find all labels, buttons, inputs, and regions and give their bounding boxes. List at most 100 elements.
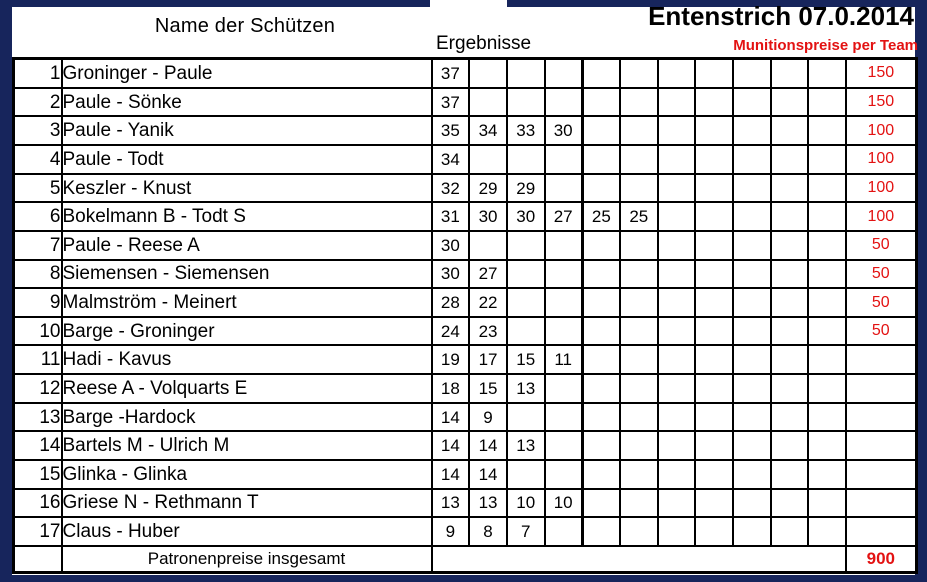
name-cell: Claus - Huber (60, 516, 433, 547)
score-cell: 35 (430, 115, 471, 147)
score-cell (694, 487, 734, 519)
score-cell: 22 (468, 287, 508, 318)
score-cell (505, 144, 546, 175)
score-cell (543, 315, 584, 347)
score-cell (807, 373, 848, 404)
score-cell (807, 57, 848, 89)
score-cell: 33 (505, 115, 546, 147)
score-cell (769, 487, 810, 519)
score-cell (468, 86, 508, 118)
score-cell (732, 344, 772, 376)
score-cell (581, 315, 621, 347)
score-cell (769, 201, 810, 232)
frame-left-bar (0, 0, 12, 582)
score-cell (656, 401, 697, 433)
score-cell (694, 401, 734, 433)
score-cell (543, 258, 584, 290)
score-cell (468, 57, 508, 89)
results-table: 1 Groninger - Paule 37 150 2 Paule - Sönke 37 1… (12, 57, 918, 574)
score-cell: 31 (430, 201, 471, 232)
score-cell (732, 487, 772, 519)
score-cell (618, 86, 659, 118)
name-cell: Keszler - Knust (60, 172, 433, 204)
score-cell (694, 458, 734, 490)
table-row: 8 Siemensen - Siemensen 30 27 50 (12, 258, 918, 290)
score-cell (732, 430, 772, 461)
score-cell (732, 258, 772, 290)
score-cell (543, 430, 584, 461)
score-cell (581, 57, 621, 89)
price-cell (845, 487, 918, 519)
name-cell: Siemensen - Siemensen (60, 258, 433, 290)
score-cell (769, 115, 810, 147)
score-cell: 29 (468, 172, 508, 204)
score-cell (618, 258, 659, 290)
score-cell: 13 (468, 487, 508, 519)
score-cell (769, 315, 810, 347)
score-cell (505, 229, 546, 261)
rank-cell: 10 (12, 315, 63, 347)
score-cell (656, 315, 697, 347)
price-cell: 100 (845, 201, 918, 232)
score-cell (732, 229, 772, 261)
score-cell (618, 287, 659, 318)
score-cell (618, 315, 659, 347)
rank-cell: 8 (12, 258, 63, 290)
score-cell (807, 287, 848, 318)
score-cell: 11 (543, 344, 584, 376)
score-cell (543, 401, 584, 433)
rank-cell: 17 (12, 516, 63, 547)
score-cell (618, 229, 659, 261)
score-cell (807, 516, 848, 547)
score-cell: 25 (581, 201, 621, 232)
price-cell (845, 430, 918, 461)
results-table-body: 1 Groninger - Paule 37 150 2 Paule - Sönke 37 1… (12, 57, 918, 547)
score-cell (581, 401, 621, 433)
score-cell (769, 401, 810, 433)
score-cell (694, 258, 734, 290)
table-row: 4 Paule - Todt 34 100 (12, 144, 918, 175)
score-cell: 32 (430, 172, 471, 204)
score-cell (807, 458, 848, 490)
score-cell (807, 401, 848, 433)
score-cell: 15 (468, 373, 508, 404)
score-cell (618, 172, 659, 204)
score-cell: 25 (618, 201, 659, 232)
table-row: 1 Groninger - Paule 37 150 (12, 57, 918, 89)
footer-row: Patronenpreise insgesamt 900 (12, 544, 918, 574)
score-cell: 10 (505, 487, 546, 519)
score-cell (769, 373, 810, 404)
name-cell: Barge -Hardock (60, 401, 433, 433)
score-cell (505, 57, 546, 89)
score-cell (618, 458, 659, 490)
score-cell (732, 144, 772, 175)
score-cell (543, 86, 584, 118)
price-cell: 50 (845, 229, 918, 261)
score-cell (769, 86, 810, 118)
score-cell (656, 487, 697, 519)
score-cell (732, 287, 772, 318)
rank-cell: 13 (12, 401, 63, 433)
rank-cell: 3 (12, 115, 63, 147)
rank-cell: 5 (12, 172, 63, 204)
name-cell: Barge - Groninger (60, 315, 433, 347)
score-cell (807, 315, 848, 347)
score-cell (807, 229, 848, 261)
score-cell (656, 430, 697, 461)
score-cell (656, 287, 697, 318)
frame-right-bar (915, 0, 927, 582)
score-cell (581, 487, 621, 519)
score-cell (618, 401, 659, 433)
score-cell: 14 (430, 458, 471, 490)
score-cell (694, 229, 734, 261)
score-cell (618, 344, 659, 376)
score-cell (694, 287, 734, 318)
score-cell (694, 86, 734, 118)
footer-label-cell: Patronenpreise insgesamt (60, 544, 433, 574)
score-cell: 30 (505, 201, 546, 232)
score-cell (618, 430, 659, 461)
score-cell (732, 201, 772, 232)
score-cell: 14 (430, 430, 471, 461)
score-cell (581, 144, 621, 175)
